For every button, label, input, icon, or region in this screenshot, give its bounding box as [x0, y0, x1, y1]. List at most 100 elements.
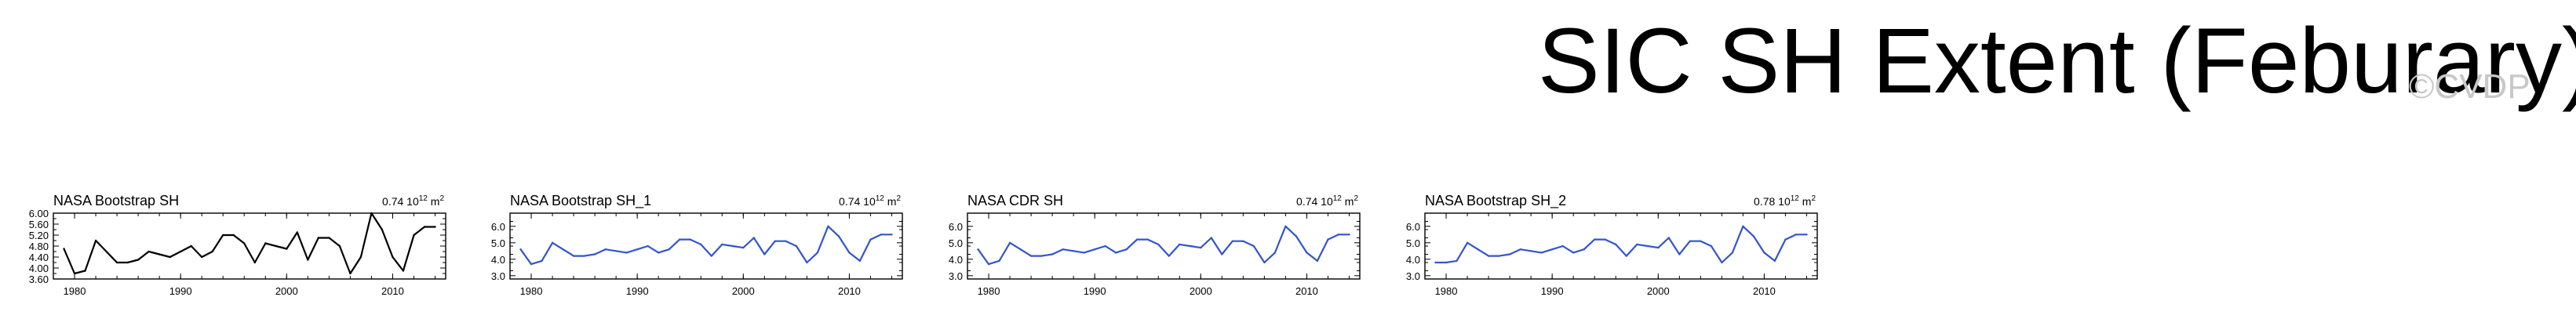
data-point	[307, 259, 309, 261]
data-point	[222, 234, 224, 237]
data-point	[328, 237, 330, 239]
series-line	[63, 212, 435, 275]
data-point	[1794, 234, 1798, 236]
data-point	[987, 263, 990, 266]
x-tick-label: 2000	[732, 285, 755, 297]
data-point	[1456, 259, 1458, 263]
y-tick-label: 3.60	[29, 273, 49, 285]
data-point	[752, 237, 756, 239]
data-point	[837, 235, 840, 237]
chart-panel: NASA Bootstrap SH_1 0.74 1012 m2 3.0 4.0 5.0…	[491, 193, 903, 297]
stat-label: 0.74 1012 m2	[1296, 194, 1358, 208]
y-tick-label: 5.0	[491, 237, 505, 249]
data-point	[1062, 248, 1064, 251]
data-point	[137, 259, 140, 261]
data-point	[816, 252, 819, 254]
x-tick-label: 2010	[381, 285, 404, 297]
data-point	[572, 255, 575, 257]
watermark: ©CVDP	[2409, 67, 2530, 106]
data-point	[1210, 237, 1213, 239]
data-point	[763, 253, 766, 255]
y-tick-label: 4.0	[949, 254, 963, 266]
data-point	[1805, 234, 1808, 236]
data-point	[1242, 240, 1244, 242]
y-tick-label: 5.0	[1406, 237, 1420, 249]
data-point	[668, 248, 670, 251]
data-point	[370, 212, 373, 215]
data-point	[434, 226, 436, 228]
data-point	[1689, 240, 1692, 242]
series-line	[1435, 225, 1807, 264]
data-point	[1029, 255, 1033, 257]
data-point	[1146, 238, 1149, 241]
y-tick-label: 5.60	[29, 219, 49, 230]
series-line	[519, 225, 892, 266]
y-tick-label: 4.0	[1406, 254, 1420, 266]
data-point	[1773, 259, 1776, 263]
chart-panel: NASA Bootstrap SH 0.74 1012 m2 3.604.004.4…	[29, 193, 446, 297]
data-point	[1008, 241, 1011, 244]
y-tick-label: 4.40	[29, 252, 49, 263]
x-tick-label: 2010	[1753, 285, 1776, 297]
plot-frame	[1424, 212, 1818, 280]
y-tick-label: 4.00	[29, 263, 49, 274]
page-title: SIC SH Extent (Feburary)	[1538, 9, 2576, 113]
data-point	[614, 250, 618, 252]
x-tick-label: 1990	[1541, 285, 1564, 297]
data-point	[1529, 250, 1532, 252]
data-point	[1136, 238, 1139, 241]
data-point	[1231, 240, 1234, 242]
data-point	[1540, 252, 1543, 254]
data-point	[721, 243, 723, 246]
data-point	[1051, 253, 1054, 255]
data-point	[593, 253, 596, 255]
chart-title: NASA Bootstrap SH_2	[1425, 193, 1566, 209]
data-point	[1306, 252, 1308, 254]
data-point	[169, 255, 171, 259]
data-point	[806, 261, 808, 264]
data-point	[296, 231, 299, 234]
data-point	[795, 244, 798, 248]
data-point	[858, 259, 862, 263]
x-tick-label: 2000	[275, 285, 298, 297]
data-point	[1221, 253, 1223, 255]
data-point	[551, 241, 554, 244]
data-point	[84, 270, 86, 272]
data-point	[1625, 255, 1627, 257]
data-point	[232, 234, 235, 237]
data-point	[1583, 248, 1585, 251]
data-point	[105, 250, 107, 253]
y-tick-label: 3.0	[491, 270, 505, 282]
data-point	[647, 244, 649, 248]
data-point	[1466, 241, 1469, 244]
data-point	[1189, 244, 1191, 248]
y-tick-label: 4.0	[491, 254, 505, 266]
y-tick-label: 6.0	[949, 221, 963, 233]
y-tick-label: 5.0	[949, 237, 963, 249]
data-point	[211, 250, 213, 253]
data-point	[1519, 248, 1521, 251]
data-point	[115, 261, 118, 264]
data-point	[1093, 248, 1096, 251]
data-point	[392, 255, 394, 259]
data-point	[243, 242, 246, 244]
data-point	[1721, 261, 1723, 264]
stat-label: 0.78 1012 m2	[1754, 194, 1816, 208]
data-point	[413, 234, 415, 237]
data-point	[126, 261, 129, 264]
data-point	[848, 252, 851, 254]
data-point	[700, 243, 702, 246]
chart-title: NASA Bootstrap SH_1	[510, 193, 651, 209]
data-point	[73, 272, 76, 275]
data-point	[1125, 248, 1128, 251]
y-tick-label: 5.20	[29, 230, 49, 241]
data-point	[1498, 255, 1500, 257]
x-tick-label: 1990	[169, 285, 192, 297]
data-point	[1731, 252, 1734, 254]
chart-panel: NASA CDR SH 0.74 1012 m2 3.0 4.0 5.0 6.0 1980 1…	[949, 193, 1361, 297]
plot-frame	[509, 212, 903, 280]
data-point	[583, 255, 585, 257]
y-tick-label: 3.0	[1406, 270, 1420, 282]
data-point	[1284, 225, 1287, 227]
